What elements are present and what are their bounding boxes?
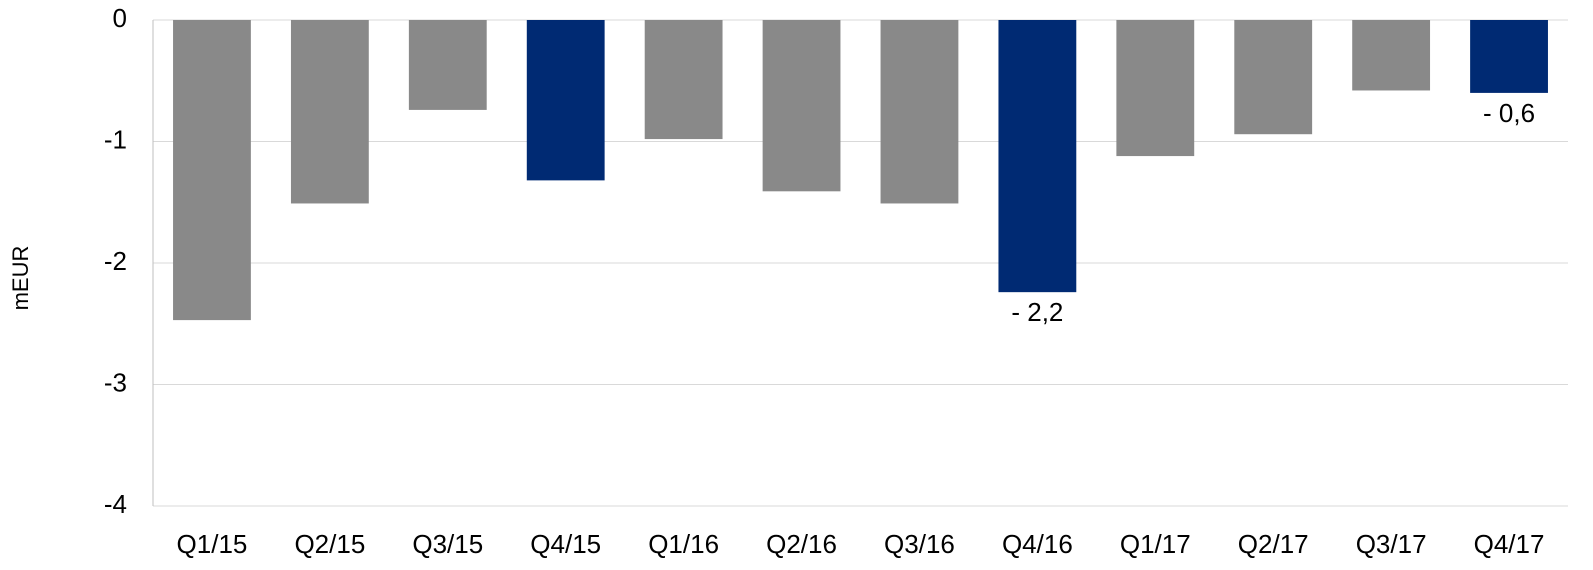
bar <box>1470 20 1548 93</box>
x-tick-label: Q2/17 <box>1238 529 1309 559</box>
bar <box>998 20 1077 293</box>
x-tick-label: Q3/15 <box>412 529 483 559</box>
x-tick-label: Q3/16 <box>884 529 955 559</box>
bar <box>1234 20 1313 135</box>
data-label: - 2,2 <box>1011 297 1063 327</box>
y-tick-label: -2 <box>104 246 127 276</box>
bar <box>173 20 251 321</box>
bar <box>762 20 841 192</box>
x-tick-label: Q1/16 <box>648 529 719 559</box>
y-tick-label: -3 <box>104 367 127 397</box>
y-axis-label: mEUR <box>8 246 33 311</box>
bar <box>526 20 605 181</box>
bar <box>644 20 723 140</box>
x-tick-label: Q4/15 <box>530 529 601 559</box>
bar <box>290 20 369 204</box>
x-tick-label: Q4/17 <box>1474 529 1545 559</box>
y-tick-label: 0 <box>113 3 127 33</box>
bar <box>408 20 487 110</box>
x-tick-label: Q2/15 <box>294 529 365 559</box>
data-label: - 0,6 <box>1483 98 1535 128</box>
bar <box>880 20 959 204</box>
x-tick-label: Q3/17 <box>1356 529 1427 559</box>
x-tick-label: Q4/16 <box>1002 529 1073 559</box>
x-tick-label: Q1/15 <box>177 529 248 559</box>
x-tick-label: Q1/17 <box>1120 529 1191 559</box>
bar <box>1352 20 1431 91</box>
bar <box>1116 20 1195 157</box>
x-tick-label: Q2/16 <box>766 529 837 559</box>
y-tick-label: -1 <box>104 124 127 154</box>
y-tick-label: -4 <box>104 489 127 519</box>
